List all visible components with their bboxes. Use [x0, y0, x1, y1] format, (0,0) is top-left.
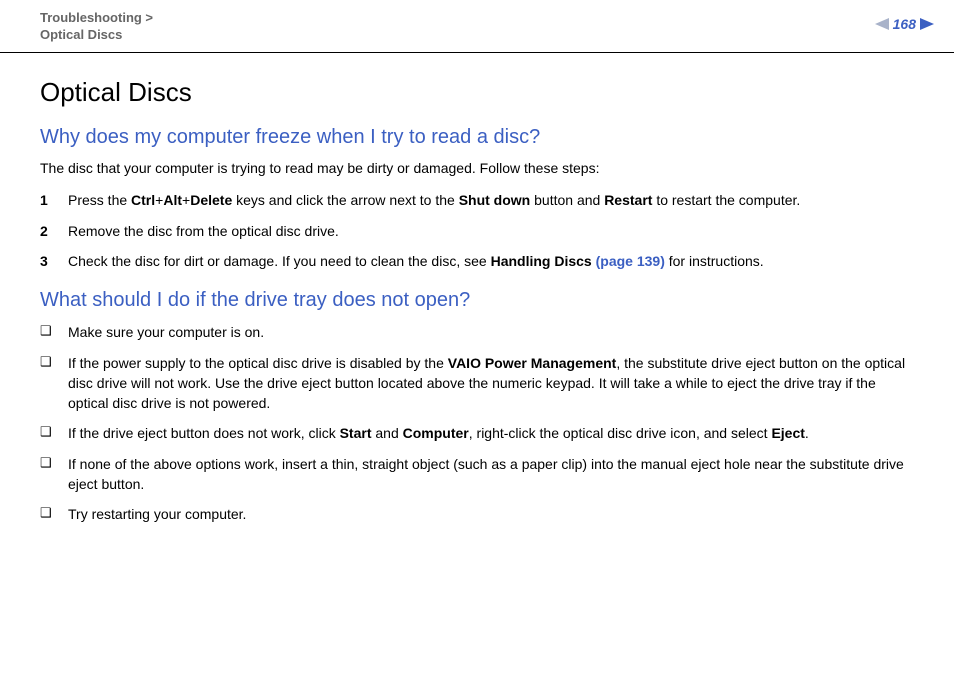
text-run: Start [340, 425, 372, 441]
list-text: Try restarting your computer. [68, 504, 914, 524]
nav-next-icon[interactable] [920, 18, 934, 30]
page-nav: 168 [875, 16, 934, 32]
list-item: ❑Make sure your computer is on. [40, 322, 914, 342]
list-text: Press the Ctrl+Alt+Delete keys and click… [68, 190, 914, 210]
list-item: ❑If the power supply to the optical disc… [40, 353, 914, 414]
list-text: If the power supply to the optical disc … [68, 353, 914, 414]
breadcrumb: Troubleshooting > Optical Discs [40, 10, 153, 44]
bullet-icon: ❑ [40, 322, 68, 341]
numbered-list: 1Press the Ctrl+Alt+Delete keys and clic… [40, 190, 914, 271]
text-run: button and [530, 192, 604, 208]
text-run: Computer [403, 425, 469, 441]
list-item: ❑If the drive eject button does not work… [40, 423, 914, 443]
bullet-icon: ❑ [40, 454, 68, 473]
text-run: Check the disc for dirt or damage. If yo… [68, 253, 491, 269]
cross-ref-link[interactable]: (page 139) [596, 253, 665, 269]
section1-intro: The disc that your computer is trying to… [40, 159, 914, 179]
bullet-list: ❑Make sure your computer is on.❑If the p… [40, 322, 914, 524]
text-run: If none of the above options work, inser… [68, 456, 904, 492]
list-number: 2 [40, 221, 68, 241]
text-run: VAIO Power Management [448, 355, 617, 371]
text-run: + [182, 192, 190, 208]
text-run: Make sure your computer is on. [68, 324, 264, 340]
list-item: ❑If none of the above options work, inse… [40, 454, 914, 495]
list-text: Check the disc for dirt or damage. If yo… [68, 251, 914, 271]
text-run: Ctrl [131, 192, 155, 208]
text-run: Try restarting your computer. [68, 506, 246, 522]
page-header: Troubleshooting > Optical Discs 168 [0, 0, 954, 52]
list-number: 1 [40, 190, 68, 210]
list-text: If the drive eject button does not work,… [68, 423, 914, 443]
text-run: . [805, 425, 809, 441]
text-run: Eject [771, 425, 804, 441]
text-run: and [371, 425, 402, 441]
text-run: keys and click the arrow next to the [232, 192, 458, 208]
text-run: Alt [163, 192, 182, 208]
text-run: to restart the computer. [652, 192, 800, 208]
question-2: What should I do if the drive tray does … [40, 289, 914, 312]
text-run: If the drive eject button does not work,… [68, 425, 340, 441]
list-number: 3 [40, 251, 68, 271]
list-item: 2Remove the disc from the optical disc d… [40, 221, 914, 241]
question-1: Why does my computer freeze when I try t… [40, 126, 914, 149]
text-run: for instructions. [665, 253, 764, 269]
bullet-icon: ❑ [40, 353, 68, 372]
content: Optical Discs Why does my computer freez… [0, 53, 954, 525]
list-item: ❑Try restarting your computer. [40, 504, 914, 524]
list-text: If none of the above options work, inser… [68, 454, 914, 495]
text-run: Handling Discs [491, 253, 596, 269]
text-run: Restart [604, 192, 652, 208]
text-run: If the power supply to the optical disc … [68, 355, 448, 371]
text-run: , right-click the optical disc drive ico… [469, 425, 772, 441]
list-text: Make sure your computer is on. [68, 322, 914, 342]
breadcrumb-line1: Troubleshooting > [40, 10, 153, 27]
list-item: 3Check the disc for dirt or damage. If y… [40, 251, 914, 271]
breadcrumb-line2: Optical Discs [40, 27, 153, 44]
list-item: 1Press the Ctrl+Alt+Delete keys and clic… [40, 190, 914, 210]
bullet-icon: ❑ [40, 423, 68, 442]
text-run: Remove the disc from the optical disc dr… [68, 223, 339, 239]
text-run: Shut down [459, 192, 531, 208]
page-title: Optical Discs [40, 77, 914, 108]
text-run: Delete [190, 192, 232, 208]
nav-prev-icon[interactable] [875, 18, 889, 30]
page-number: 168 [893, 16, 916, 32]
bullet-icon: ❑ [40, 504, 68, 523]
text-run: Press the [68, 192, 131, 208]
list-text: Remove the disc from the optical disc dr… [68, 221, 914, 241]
